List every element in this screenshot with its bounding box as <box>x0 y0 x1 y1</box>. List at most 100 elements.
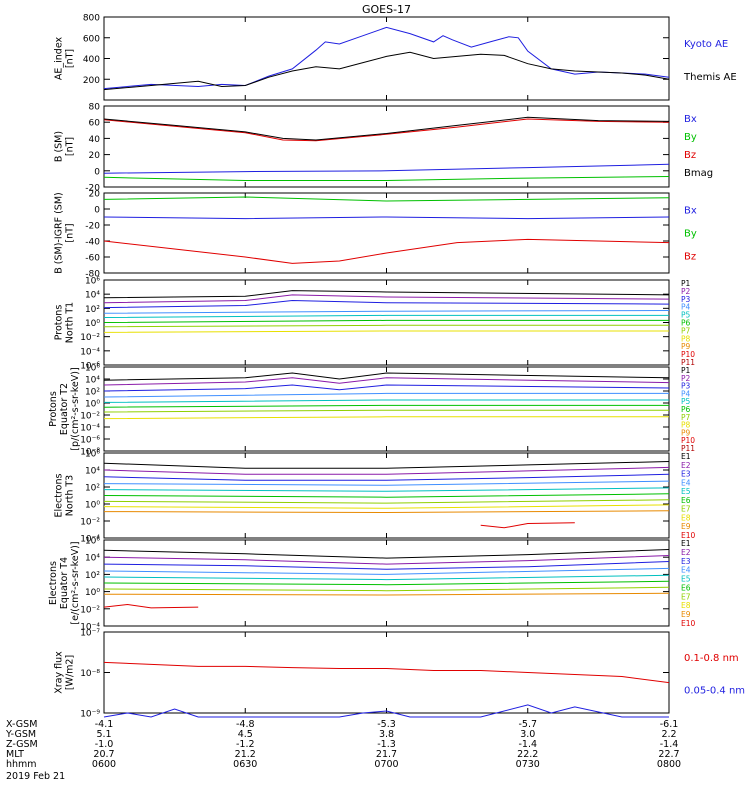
y-axis-label: Electrons <box>48 561 59 605</box>
channel-label: E3 <box>681 470 691 479</box>
y-tick-label: 10⁰ <box>85 319 100 329</box>
plot-title: GOES-17 <box>362 3 411 16</box>
x-axis-value: -4.8 <box>236 719 255 730</box>
series-line-p2 <box>103 294 670 304</box>
x-axis-value: -1.4 <box>518 739 537 750</box>
y-tick-label: 400 <box>83 55 100 65</box>
series-label: Kyoto AE <box>684 39 728 50</box>
y-axis-label: Equator T4 <box>59 557 70 609</box>
series-line-bz <box>103 238 670 264</box>
channel-label: P3 <box>681 382 691 391</box>
y-axis-label: North T1 <box>65 302 76 343</box>
x-axis-value: -5.3 <box>377 719 396 730</box>
channel-label: P11 <box>681 358 695 367</box>
panel-frame <box>103 16 670 101</box>
x-axis-value: 22.7 <box>658 749 679 760</box>
series-line-p3 <box>103 384 670 392</box>
x-axis-value: -1.3 <box>377 739 396 750</box>
y-axis-label: B (SM)-IGRF (SM) <box>54 192 65 274</box>
series-line-e2 <box>103 555 670 565</box>
series-line-e1 <box>103 461 670 469</box>
channel-label: E6 <box>681 583 691 592</box>
channel-label: P7 <box>681 326 691 335</box>
channel-label: E7 <box>681 592 691 601</box>
y-tick-label: 20 <box>89 151 101 161</box>
channel-label: P8 <box>681 334 691 343</box>
y-tick-label: 40 <box>89 135 101 145</box>
series-line-p4 <box>103 310 670 314</box>
channel-label: E8 <box>681 513 691 522</box>
x-axis-value: 0700 <box>374 759 398 770</box>
y-tick-label: 10⁴ <box>85 467 100 477</box>
y-axis-label: AE_index <box>54 37 65 81</box>
x-axis-value: 3.8 <box>379 729 394 740</box>
y-tick-label: 10⁻⁸ <box>80 448 100 458</box>
series-line-p7 <box>103 409 669 413</box>
y-tick-label: 10⁻⁴ <box>80 535 100 545</box>
x-axis-row-label: Y-GSM <box>5 729 36 740</box>
x-axis-value: 0800 <box>657 759 681 770</box>
channel-label: P8 <box>681 421 691 430</box>
series-line-e10 <box>480 522 575 529</box>
series-label: Bmag <box>684 168 713 179</box>
series-line-e2 <box>103 466 670 475</box>
y-tick-label: 10⁻⁷ <box>80 629 100 639</box>
channel-label: P4 <box>681 389 691 398</box>
x-axis-value: 22.2 <box>517 749 538 760</box>
channel-label: P4 <box>681 303 691 312</box>
series-line-e4 <box>103 567 670 575</box>
series-line-e4 <box>103 480 670 486</box>
y-tick-label: 10⁻⁹ <box>80 710 100 720</box>
y-tick-label: 200 <box>83 76 100 86</box>
y-axis-label: Protons <box>54 305 65 341</box>
y-tick-label: 10⁰ <box>85 501 100 511</box>
series-label: Bz <box>684 251 696 262</box>
series-line-0-05-0-4-nm <box>103 704 669 718</box>
channel-label: P10 <box>681 350 695 359</box>
series-label: Bz <box>684 150 696 161</box>
y-tick-label: 800 <box>83 14 100 24</box>
y-axis-label: [nT] <box>65 223 76 242</box>
channel-label: E10 <box>681 531 696 540</box>
series-line-e8 <box>103 592 670 596</box>
x-axis-value: -1.0 <box>95 739 114 750</box>
series-label: By <box>684 132 697 143</box>
y-tick-label: 60 <box>89 119 101 129</box>
y-tick-label: 10⁴ <box>85 291 100 301</box>
x-axis-row-label: hhmm <box>6 759 37 770</box>
series-line-e7 <box>103 586 670 592</box>
channel-label: P9 <box>681 428 691 437</box>
channel-label: E3 <box>681 557 691 566</box>
channel-label: P11 <box>681 444 695 453</box>
channel-label: E1 <box>681 539 691 548</box>
series-label: Bx <box>684 114 697 125</box>
y-tick-label: 10⁰ <box>85 588 100 598</box>
channel-label: E4 <box>681 478 691 487</box>
x-axis-value: 20.7 <box>93 749 114 760</box>
series-line-e5 <box>103 574 670 581</box>
series-line-e10 <box>103 603 199 609</box>
x-axis-value: 0730 <box>516 759 540 770</box>
series-line-by <box>103 176 670 181</box>
x-axis-value: -4.1 <box>95 719 114 730</box>
channel-label: E2 <box>681 461 691 470</box>
x-axis-value: -1.2 <box>236 739 255 750</box>
channel-label: E8 <box>681 601 691 610</box>
y-tick-label: 10² <box>85 388 100 398</box>
y-tick-label: 10⁻⁴ <box>80 623 100 633</box>
x-axis-value: 21.7 <box>376 749 397 760</box>
y-tick-label: 10⁶ <box>85 537 100 547</box>
date-label: 2019 Feb 21 <box>6 771 65 782</box>
y-tick-label: 80 <box>89 103 101 113</box>
x-axis-row-label: MLT <box>6 749 24 760</box>
panel-frame <box>103 279 670 366</box>
y-tick-label: 10⁻² <box>80 518 100 528</box>
channel-label: P5 <box>681 397 691 406</box>
x-axis-value: 2.2 <box>661 729 676 740</box>
series-label: Themis AE <box>683 72 737 83</box>
y-tick-label: -40 <box>85 238 100 248</box>
y-axis-label: [p/(cm²-s-sr-keV)] <box>70 367 81 450</box>
channel-label: E4 <box>681 566 691 575</box>
x-axis-value: 5.1 <box>96 729 111 740</box>
